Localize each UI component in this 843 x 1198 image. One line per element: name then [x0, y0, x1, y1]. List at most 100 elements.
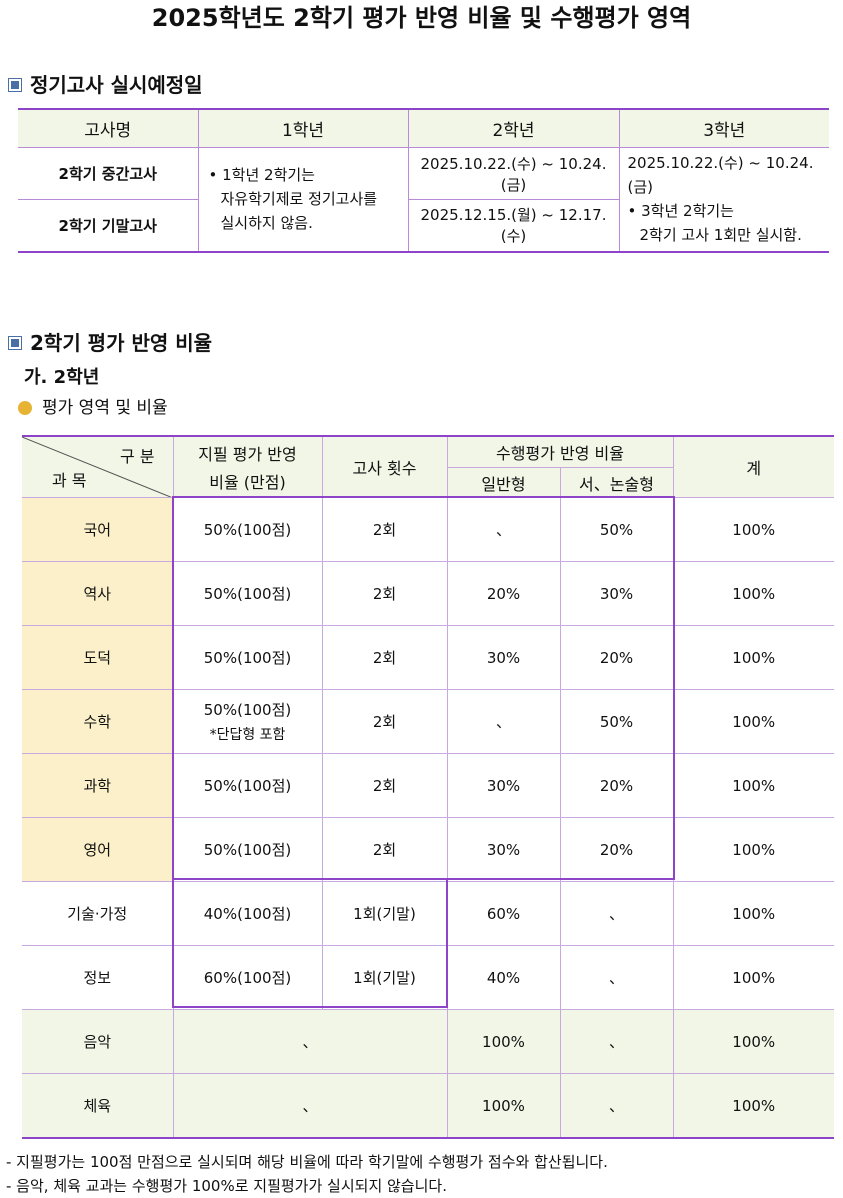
evaluation-ratio-table: 구 분 과 목 지필 평가 반영 비율 (만점) 고사 횟수 수행평가 반영 비… — [22, 435, 834, 1139]
essay-cell: 50% — [559, 497, 674, 562]
page-title: 2025학년도 2학기 평가 반영 비율 및 수행평가 영역 — [151, 4, 692, 32]
count-cell: 2회 — [321, 689, 448, 754]
written-note: *단답형 포함 — [209, 727, 286, 743]
table-row: 수학 50%(100점) *단답형 포함 2회 、 50% 100% — [22, 689, 834, 754]
general-cell: 、 — [446, 689, 561, 754]
table-row: 과학 50%(100점) 2회 30% 20% 100% — [22, 753, 834, 818]
exam-count-header: 고사 횟수 — [321, 435, 448, 498]
written-value: 50%(100점) — [203, 701, 292, 719]
subject-cell: 영어 — [22, 817, 174, 882]
written-cell: 、 — [172, 1009, 448, 1074]
count-cell: 2회 — [321, 497, 448, 562]
general-cell: 30% — [446, 625, 561, 690]
written-cell: 50%(100점) — [172, 497, 323, 562]
subject-cell: 음악 — [22, 1009, 174, 1074]
table-row: 2학기 기말고사 2025.12.15.(월) ~ 12.17.(수) — [18, 199, 829, 252]
footnote-line: - 지필평가는 100점 만점으로 실시되며 해당 비율에 따라 학기말에 수행… — [6, 1153, 608, 1171]
subject-cell: 정보 — [22, 945, 174, 1010]
written-cell: 50%(100점) — [172, 625, 323, 690]
general-cell: 、 — [446, 497, 561, 562]
grade3-date: 2025.10.22.(수) ~ 10.24.(금) — [627, 154, 814, 197]
note-line: • 3학년 2학기는 — [627, 202, 734, 221]
total-cell: 100% — [672, 497, 834, 562]
header-line: 지필 평가 반영 — [198, 445, 297, 464]
general-cell: 40% — [446, 945, 561, 1010]
total-cell: 100% — [672, 945, 834, 1010]
header-cell: 2학년 — [407, 109, 620, 148]
written-cell: 40%(100점) — [172, 881, 323, 946]
subject-cell: 과학 — [22, 753, 174, 818]
subject-cell: 수학 — [22, 689, 174, 754]
grade2-date: 2025.10.22.(수) ~ 10.24.(금) — [407, 147, 620, 200]
total-cell: 100% — [672, 817, 834, 882]
written-cell: 50%(100점) — [172, 561, 323, 626]
written-cell: 50%(100점) — [172, 753, 323, 818]
perf-essay-header: 서、논술형 — [559, 467, 673, 498]
table-row: 체육 、 100% 、 100% — [22, 1073, 834, 1139]
header-cell: 1학년 — [197, 109, 409, 148]
gubun-label: 구 분 — [119, 447, 155, 466]
count-cell: 1회(기말) — [321, 945, 448, 1010]
total-cell: 100% — [672, 881, 834, 946]
grade2-date: 2025.12.15.(월) ~ 12.17.(수) — [407, 199, 619, 252]
general-cell: 20% — [446, 561, 561, 626]
table-row: 국어 50%(100점) 2회 、 50% 100% — [22, 497, 834, 562]
total-cell: 100% — [672, 753, 834, 818]
table-row: 기술·가정 40%(100점) 1회(기말) 60% 、 100% — [22, 881, 834, 946]
note-line: 2학기 고사 1회만 실시함. — [639, 226, 802, 245]
essay-cell: 、 — [559, 945, 674, 1010]
table-row: 영어 50%(100점) 2회 30% 20% 100% — [22, 817, 834, 882]
essay-cell: 20% — [559, 817, 674, 882]
section-heading-ratio: 2학기 평가 반영 비율 — [8, 330, 212, 356]
table-row: 도덕 50%(100점) 2회 30% 20% 100% — [22, 625, 834, 690]
table-header-row: 일반형 서、논술형 — [22, 467, 834, 498]
bullet-label: 평가 영역 및 비율 — [42, 398, 168, 418]
essay-cell: 、 — [559, 881, 674, 946]
count-cell: 2회 — [321, 625, 448, 690]
table-header-row: 구 분 과 목 지필 평가 반영 비율 (만점) 고사 횟수 수행평가 반영 비… — [22, 435, 834, 498]
exam-name: 2학기 기말고사 — [18, 199, 199, 252]
note-line: 자유학기제로 정기고사를 — [220, 190, 378, 209]
total-header: 계 — [672, 435, 834, 498]
note-line: 실시하지 않음. — [220, 214, 313, 233]
total-cell: 100% — [672, 1073, 834, 1139]
count-cell: 2회 — [321, 561, 448, 626]
written-cell: 50%(100점) — [172, 817, 323, 882]
table-row: 2학기 중간고사 • 1학년 2학기는 자유학기제로 정기고사를 실시하지 않음… — [18, 147, 829, 252]
section-heading-label: 2학기 평가 반영 비율 — [30, 331, 213, 355]
written-cell: 、 — [172, 1073, 448, 1139]
header-line: 비율 (만점) — [209, 473, 286, 492]
essay-cell: 、 — [559, 1009, 674, 1074]
total-cell: 100% — [672, 689, 834, 754]
subject-cell: 국어 — [22, 497, 174, 562]
square-bullet-icon — [8, 336, 22, 350]
total-cell: 100% — [672, 625, 834, 690]
table-header-row: 고사명 1학년 2학년 3학년 — [18, 109, 829, 148]
count-cell: 2회 — [321, 753, 448, 818]
diagonal-line — [22, 437, 171, 497]
essay-cell: 30% — [559, 561, 674, 626]
subject-cell: 체육 — [22, 1073, 174, 1139]
table-row: 역사 50%(100점) 2회 20% 30% 100% — [22, 561, 834, 626]
note-line: • 1학년 2학기는 — [208, 166, 315, 185]
header-cell: 3학년 — [618, 109, 829, 148]
essay-cell: 20% — [559, 753, 674, 818]
table-row: 음악 、 100% 、 100% — [22, 1009, 834, 1074]
diagonal-header-cell: 구 분 과 목 — [22, 435, 174, 498]
count-cell: 1회(기말) — [321, 881, 448, 946]
perf-general-header: 일반형 — [447, 467, 561, 498]
grade1-note: • 1학년 2학기는 자유학기제로 정기고사를 실시하지 않음. — [197, 147, 409, 252]
section-heading-exam-dates: 정기고사 실시예정일 — [8, 72, 203, 98]
written-cell: 50%(100점) *단답형 포함 — [172, 689, 323, 754]
written-header: 지필 평가 반영 비율 (만점) — [172, 435, 323, 498]
subsection-title: 가. 2학년 — [24, 367, 100, 388]
essay-cell: 、 — [559, 1073, 674, 1139]
bullet-line: 평가 영역 및 비율 — [18, 397, 168, 419]
general-cell: 30% — [446, 817, 561, 882]
header-cell: 고사명 — [18, 109, 199, 148]
section-heading-label: 정기고사 실시예정일 — [30, 73, 203, 97]
subject-cell: 도덕 — [22, 625, 174, 690]
general-cell: 30% — [446, 753, 561, 818]
total-cell: 100% — [672, 561, 834, 626]
subject-cell: 역사 — [22, 561, 174, 626]
